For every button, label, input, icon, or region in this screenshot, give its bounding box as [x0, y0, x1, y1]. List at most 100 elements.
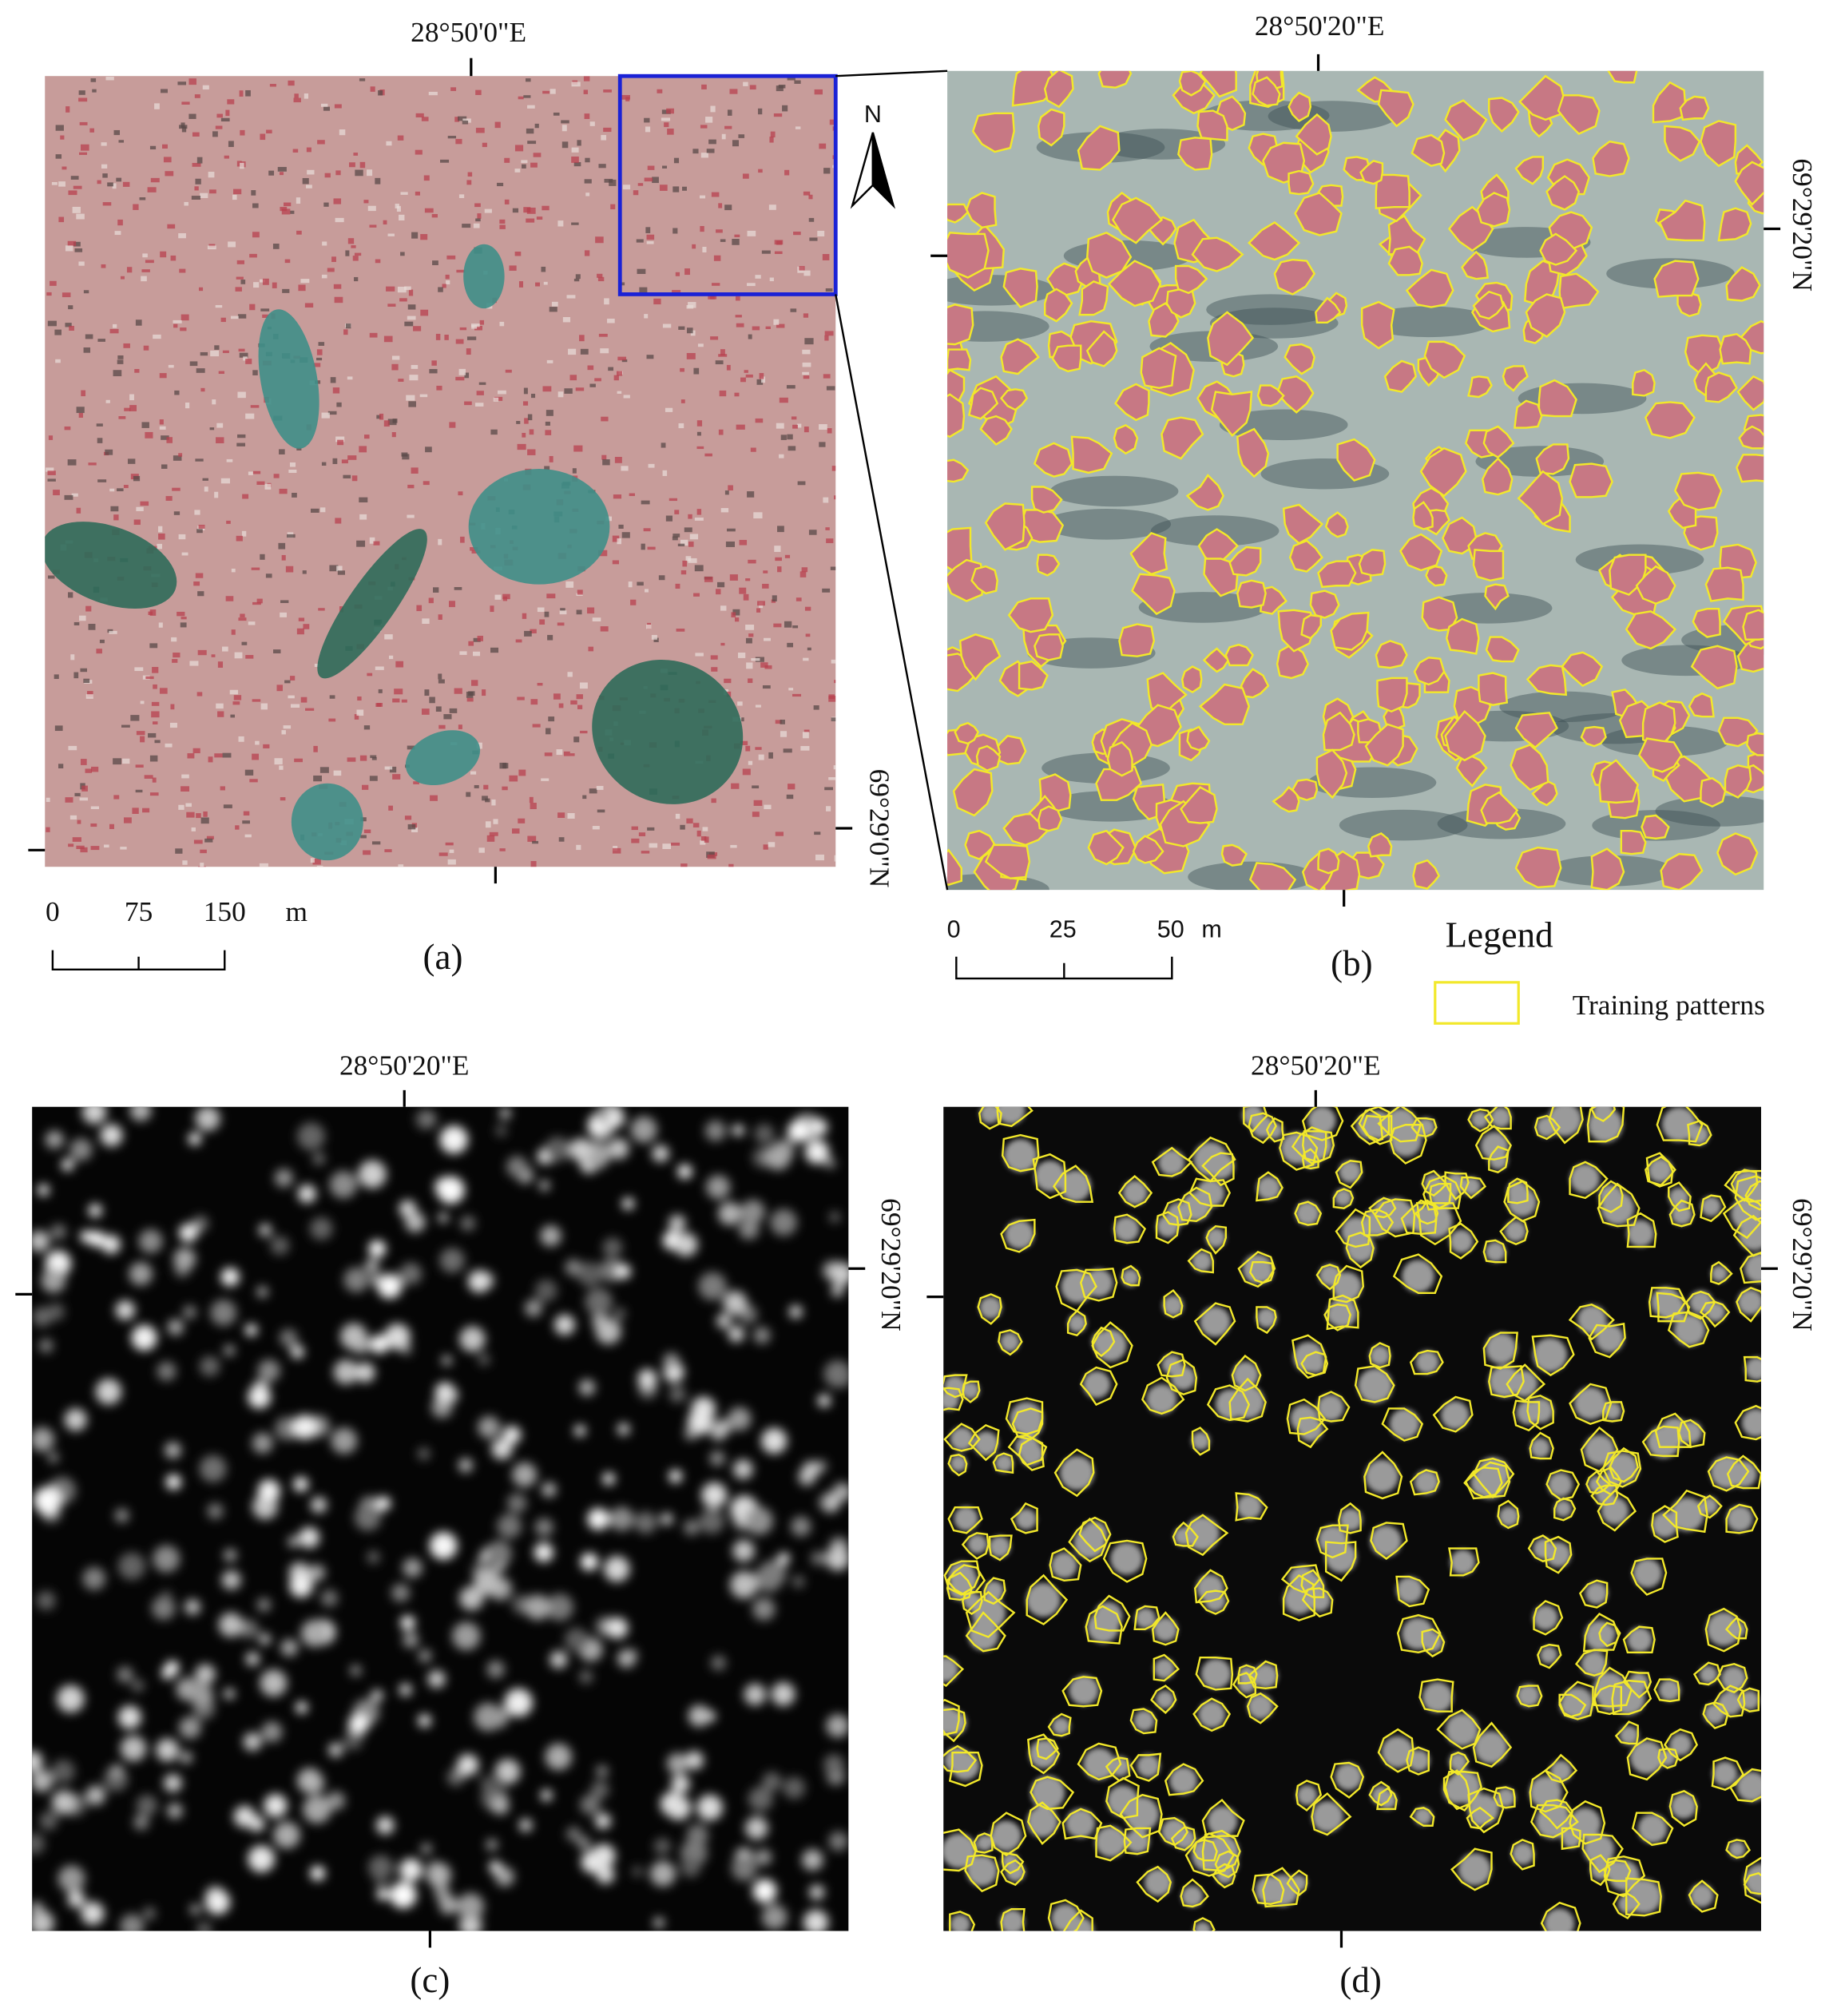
- texture: [55, 154, 62, 159]
- crown-outline: [1136, 1865, 1172, 1903]
- texture: [530, 629, 537, 633]
- texture: [596, 785, 604, 790]
- texture: [566, 295, 576, 299]
- texture: [321, 412, 330, 419]
- texture: [458, 491, 463, 496]
- texture: [443, 714, 452, 720]
- crown: [308, 1564, 326, 1581]
- lake: [468, 469, 610, 585]
- texture: [659, 185, 668, 191]
- crown: [38, 1184, 50, 1197]
- crown: [1005, 1220, 1034, 1249]
- texture: [517, 443, 526, 450]
- crown: [437, 1176, 465, 1204]
- crown: [732, 1125, 744, 1136]
- crown: [1191, 1431, 1210, 1450]
- crown-outline: [978, 1106, 1002, 1130]
- texture: [181, 774, 189, 779]
- crown: [595, 1318, 621, 1344]
- crown: [1626, 1879, 1662, 1915]
- texture: [614, 457, 622, 463]
- texture: [58, 181, 65, 187]
- texture: [788, 784, 795, 790]
- crown: [577, 1261, 603, 1288]
- texture: [200, 863, 204, 867]
- texture: [744, 370, 748, 373]
- crown-outline: [1177, 1186, 1213, 1223]
- tree-crown: [1228, 546, 1262, 577]
- crown: [136, 1795, 158, 1816]
- texture: [824, 335, 829, 341]
- crown: [1236, 1494, 1263, 1520]
- crown-outline: [1324, 1541, 1357, 1582]
- texture: [192, 132, 200, 137]
- tree-crown: [1488, 97, 1520, 133]
- crown: [248, 1385, 272, 1409]
- crown-outline: [1358, 1106, 1391, 1141]
- texture: [734, 234, 740, 237]
- tree-crown: [1330, 611, 1370, 651]
- texture: [667, 128, 674, 135]
- texture: [579, 335, 585, 342]
- texture: [516, 421, 521, 424]
- tree-crown: [1514, 156, 1544, 185]
- crown: [88, 1230, 105, 1247]
- crown: [723, 1291, 748, 1316]
- crown-outline: [1710, 1260, 1733, 1285]
- tree-crown: [1186, 725, 1211, 752]
- crown-outline: [1164, 1763, 1204, 1796]
- crown-outline: [943, 1708, 966, 1743]
- crown: [1169, 1767, 1198, 1795]
- tree-crown: [1502, 365, 1529, 392]
- crown: [811, 1550, 826, 1566]
- texture: [551, 301, 558, 307]
- texture: [485, 821, 491, 828]
- texture: [803, 657, 809, 661]
- crown: [950, 1454, 967, 1472]
- crown: [218, 1613, 244, 1637]
- crown-outline: [1418, 1678, 1454, 1712]
- texture: [367, 205, 376, 212]
- texture: [716, 589, 721, 595]
- texture: [636, 239, 644, 243]
- texture: [646, 241, 654, 244]
- tree-crown: [947, 348, 972, 371]
- tree-crown: [952, 768, 994, 817]
- texture: [524, 418, 529, 424]
- crown: [1732, 1169, 1761, 1202]
- texture: [187, 753, 195, 759]
- crown: [32, 1769, 54, 1792]
- crown-outline: [1368, 1780, 1393, 1807]
- crown: [1670, 1497, 1704, 1532]
- crown: [261, 1721, 283, 1743]
- texture: [175, 848, 183, 854]
- texture: [800, 746, 810, 751]
- texture: [696, 509, 702, 515]
- crown: [259, 1633, 271, 1645]
- texture: [560, 608, 565, 612]
- texture: [801, 567, 808, 573]
- texture: [648, 463, 655, 468]
- crown: [371, 1689, 383, 1702]
- texture: [649, 843, 658, 848]
- texture: [423, 481, 430, 486]
- crown-outline: [992, 1452, 1014, 1474]
- texture: [387, 233, 395, 236]
- crown-outline: [1657, 1748, 1679, 1769]
- texture: [715, 360, 724, 365]
- tree-crown: [1018, 660, 1049, 691]
- crown-outline: [990, 1812, 1027, 1857]
- texture: [544, 611, 550, 617]
- texture: [445, 842, 454, 846]
- crown: [196, 1922, 212, 1931]
- texture: [804, 606, 811, 611]
- texture: [680, 569, 687, 575]
- tree-crown: [1405, 268, 1454, 308]
- texture: [724, 678, 732, 684]
- crown: [1462, 1177, 1482, 1197]
- crown: [1548, 1472, 1573, 1498]
- crown: [480, 1776, 495, 1791]
- texture: [787, 77, 795, 81]
- texture: [249, 779, 258, 783]
- texture: [147, 187, 157, 192]
